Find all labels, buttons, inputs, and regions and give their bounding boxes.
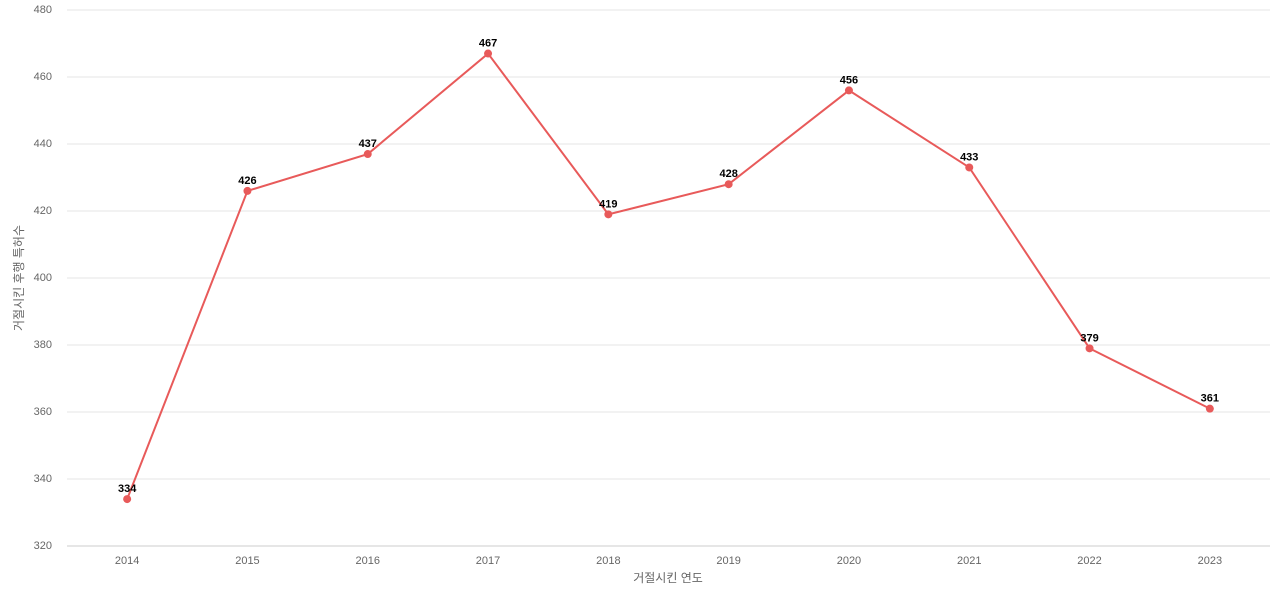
value-label: 467 — [479, 37, 497, 49]
x-tick-label: 2018 — [596, 555, 620, 567]
point — [724, 180, 733, 189]
value-label: 428 — [719, 168, 737, 180]
value-label: 419 — [599, 198, 617, 210]
y-tick-label: 460 — [34, 71, 52, 83]
y-tick-label: 440 — [34, 138, 52, 150]
point — [484, 49, 493, 58]
point — [604, 210, 613, 219]
value-label: 437 — [359, 138, 377, 150]
point — [1085, 344, 1094, 353]
y-tick-label: 420 — [34, 205, 52, 217]
x-tick-label: 2014 — [115, 555, 139, 567]
value-label: 334 — [118, 483, 137, 495]
y-tick-label: 340 — [34, 473, 52, 485]
x-tick-label: 2019 — [716, 555, 740, 567]
point — [965, 163, 974, 172]
line — [126, 52, 1211, 500]
x-tick-label: 2021 — [957, 555, 981, 567]
point — [243, 186, 252, 195]
point — [123, 495, 132, 504]
x-tick-label: 2016 — [356, 555, 380, 567]
x-tick-label: 2020 — [837, 555, 861, 567]
x-tick-label: 2022 — [1077, 555, 1101, 567]
x-tick-label: 2017 — [476, 555, 500, 567]
value-label: 426 — [238, 175, 256, 187]
point — [844, 86, 853, 95]
y-tick-label: 360 — [34, 406, 52, 418]
value-label: 361 — [1201, 393, 1219, 405]
y-tick-label: 480 — [34, 4, 52, 16]
point — [363, 150, 372, 159]
x-axis-label: 거절시킨 연도 — [633, 571, 703, 585]
y-axis-label: 거절시킨 후행 특허수 — [11, 225, 26, 331]
y-tick-label: 320 — [34, 540, 52, 552]
value-label: 433 — [960, 151, 978, 163]
x-tick-label: 2023 — [1198, 555, 1222, 567]
point — [1205, 404, 1214, 413]
y-tick-label: 400 — [34, 272, 52, 284]
x-tick-label: 2015 — [235, 555, 259, 567]
y-tick-label: 380 — [34, 339, 52, 351]
value-label: 456 — [840, 74, 858, 86]
value-label: 379 — [1080, 332, 1098, 344]
